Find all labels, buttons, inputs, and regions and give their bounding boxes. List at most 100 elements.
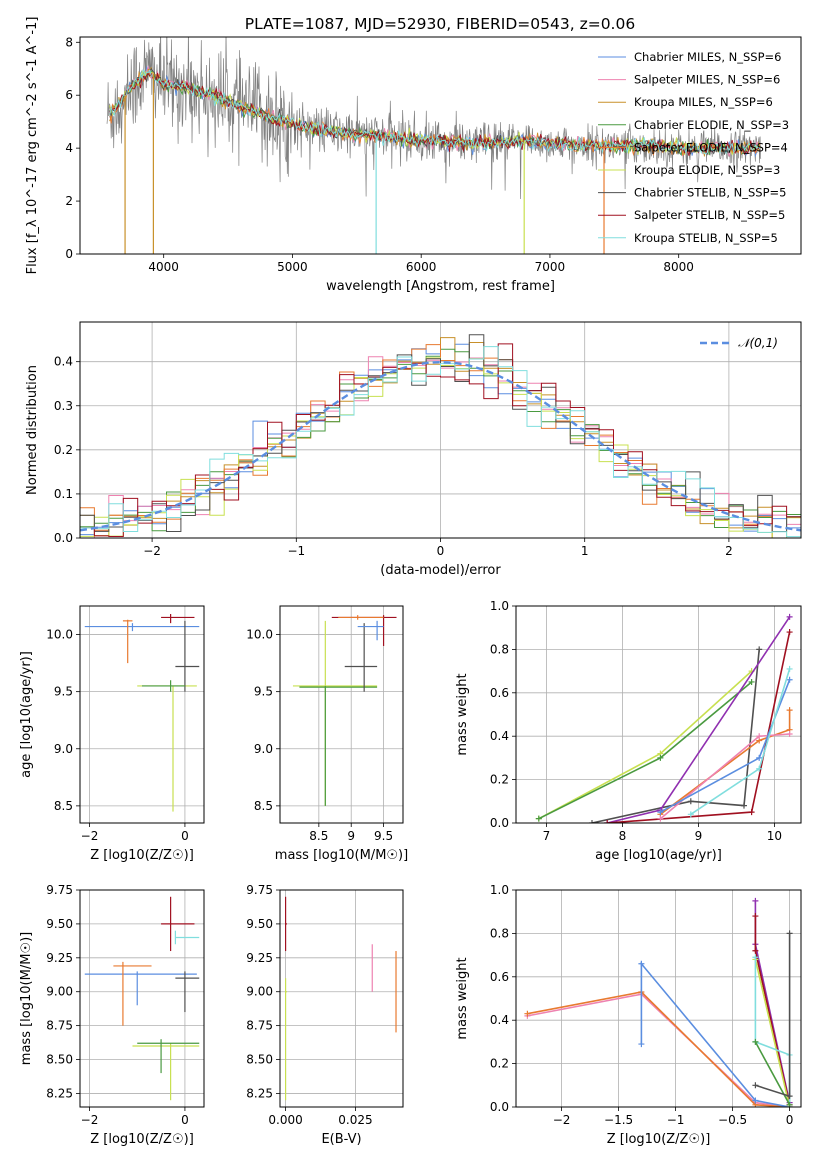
weight-marker (786, 665, 793, 672)
legend-label: Chabrier ELODIE, N_SSP=3 (634, 118, 789, 132)
x-tick-label: −1.5 (604, 1113, 633, 1127)
y-tick-label: 8.25 (46, 1086, 73, 1100)
y-tick-label: 9.75 (246, 883, 273, 897)
y-tick-label: 8.5 (54, 799, 73, 813)
model-spectrum-8 (109, 69, 761, 155)
x-axis-label: Z [log10(Z/Z☉)] (607, 1132, 711, 1147)
y-axis-label: age [log10(age/yr)] (19, 651, 34, 778)
x-tick-label: 2 (725, 544, 733, 558)
y-tick-label: 8.25 (246, 1086, 273, 1100)
weight-marker (638, 1041, 645, 1048)
x-tick-label: −2 (81, 829, 99, 843)
y-tick-label: 0.3 (54, 399, 73, 413)
weight-marker (657, 754, 664, 761)
x-tick-label: −2 (143, 544, 161, 558)
y-tick-label: 10.0 (46, 628, 73, 642)
weight-marker (687, 811, 694, 818)
weight-marker (756, 754, 763, 761)
axes-spectrum: 4000 5000 6000 7000 8000 0 2 4 6 8 wavelength [Ang… (25, 17, 802, 294)
weight-marker (752, 947, 759, 954)
weight-marker (604, 820, 611, 823)
y-tick-label: 0.0 (490, 816, 509, 830)
x-tick-label: 1 (581, 544, 589, 558)
x-tick-label: 0 (437, 544, 445, 558)
x-tick-label: 8000 (663, 260, 694, 274)
y-tick-label: 9.00 (246, 985, 273, 999)
legend-label: Salpeter MILES, N_SSP=6 (634, 73, 780, 87)
weight-marker (752, 1097, 759, 1104)
y-tick-label: 0.0 (490, 1100, 509, 1114)
x-tick-label: 0 (181, 1113, 189, 1127)
y-tick-label: 9.0 (54, 742, 73, 756)
axes-age_vs_weight: 7 8 9 10 0.0 0.2 0.4 0.6 0.8 1.0 age [log10(age/yr… (455, 599, 802, 863)
y-tick-label: 9.50 (46, 917, 73, 931)
y-tick-label: 0 (65, 247, 73, 261)
y-tick-label: 6 (65, 88, 73, 102)
x-tick-label: −1 (667, 1113, 685, 1127)
x-tick-label: 0.025 (338, 1113, 372, 1127)
x-tick-label: 4000 (148, 260, 179, 274)
x-tick-label: −0.5 (718, 1113, 747, 1127)
y-axis-label: Normed distribution (25, 365, 40, 495)
x-tick-label: 5000 (277, 260, 308, 274)
x-axis-label: age [log10(age/yr)] (595, 848, 722, 863)
plot-area-ebv_vs_mass (284, 896, 397, 1101)
weight-marker (535, 815, 542, 822)
weight-marker (786, 1093, 793, 1100)
weight-marker (756, 646, 763, 653)
axes-z_vs_age: −2 0 8.5 9.0 9.5 10.0 Z [log10(Z/Z☉)] age [log1… (19, 605, 205, 863)
y-tick-label: 0.2 (54, 443, 73, 457)
y-tick-label: 8.75 (246, 1019, 273, 1033)
axes-frame (79, 605, 205, 824)
legend-label: 𝒩(0,1) (738, 336, 778, 350)
y-axis-label: Flux [f_λ 10^-17 erg cm^-2 s^-1 A^-1] (25, 17, 40, 275)
y-tick-label: 9.00 (46, 985, 73, 999)
legend-label: Chabrier STELIB, N_SSP=5 (634, 186, 786, 200)
y-tick-label: 0.0 (54, 531, 73, 545)
normal-reference-curve (80, 360, 801, 532)
plot-area-residuals (80, 334, 801, 538)
y-tick-label: 9.50 (246, 917, 273, 931)
x-tick-label: 9 (347, 829, 355, 843)
y-tick-label: 0.1 (54, 487, 73, 501)
y-tick-label: 0.4 (490, 1013, 509, 1027)
weight-line-2 (591, 649, 760, 823)
axes-mass_vs_age: 8.5 9 9.5 8.5 9.0 9.5 10.0 mass [log10(M/M☉)] (246, 605, 408, 863)
x-axis-label: (data-model)/error (380, 563, 501, 578)
plot-area-age_vs_weight (535, 613, 793, 823)
residual-histogram-6 (80, 334, 801, 532)
weight-marker (786, 930, 793, 937)
y-tick-label: 9.0 (254, 742, 273, 756)
weight-line-2 (640, 961, 790, 1107)
weight-marker (786, 629, 793, 636)
spectrum-legend: Chabrier MILES, N_SSP=6 Salpeter MILES, N… (598, 50, 789, 245)
legend-label: Kroupa STELIB, N_SSP=5 (634, 231, 778, 245)
y-tick-label: 0.2 (490, 773, 509, 787)
y-tick-label: 0.4 (490, 729, 509, 743)
weight-marker (752, 897, 759, 904)
plot-area-z_vs_mass (84, 896, 200, 1101)
weight-marker (748, 809, 755, 816)
weight-marker (638, 960, 645, 967)
x-axis-label: Z [log10(Z/Z☉)] (90, 848, 194, 863)
y-tick-label: 0.6 (490, 970, 509, 984)
weight-marker (786, 676, 793, 683)
y-tick-label: 1.0 (490, 599, 509, 613)
y-tick-label: 9.25 (46, 951, 73, 965)
weight-marker (752, 1038, 759, 1045)
y-tick-label: 8.50 (46, 1053, 73, 1067)
axes-z_vs_mass: −2 0 8.25 8.50 8.75 9.00 9.25 9.50 9.75 Z [log10(… (19, 883, 205, 1147)
y-tick-label: 10.0 (246, 628, 273, 642)
axes-frame (279, 605, 404, 824)
y-tick-label: 0.8 (490, 642, 509, 656)
x-tick-label: 0 (786, 1113, 794, 1127)
legend-label: Salpeter STELIB, N_SSP=5 (634, 208, 785, 222)
y-tick-label: 4 (65, 141, 73, 155)
legend-label: Kroupa MILES, N_SSP=6 (634, 95, 773, 109)
y-axis-label: mass weight (455, 673, 470, 755)
model-spectrum-6 (109, 67, 761, 156)
weight-marker (786, 613, 793, 620)
axes-ebv_vs_mass: 0.000 0.025 8.25 8.50 8.75 9.00 9.25 9.50 9.75 E(… (246, 883, 404, 1147)
weight-line-0 (527, 993, 790, 1107)
